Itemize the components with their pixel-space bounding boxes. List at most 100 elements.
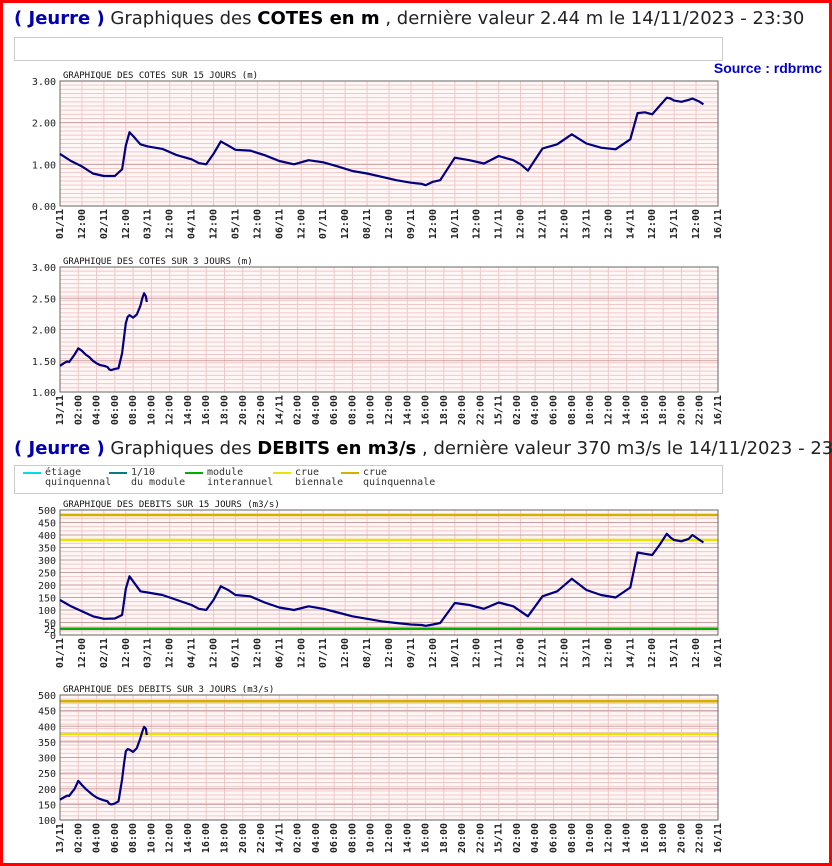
x-tick-label: 08:00 xyxy=(347,395,358,425)
legend-swatch xyxy=(273,472,291,474)
source-label[interactable]: Source : rdbrmc xyxy=(713,60,822,76)
x-tick-label: 12:00 xyxy=(165,638,176,668)
station-name: ( Jeurre ) xyxy=(14,8,105,29)
y-tick-label: 300 xyxy=(38,754,56,765)
x-tick-label: 04/11 xyxy=(187,209,198,239)
x-tick-label: 12:00 xyxy=(516,209,527,239)
plot-border xyxy=(59,509,719,636)
legend-swatch xyxy=(23,472,41,474)
debits-heading: ( Jeurre ) Graphiques des DEBITS en m3/s… xyxy=(14,438,832,459)
y-tick-label: 1.50 xyxy=(32,357,56,368)
x-tick-label: 12/11 xyxy=(538,638,549,668)
x-tick-label: 20:00 xyxy=(238,823,249,853)
x-tick-label: 12:00 xyxy=(121,209,132,239)
cotes-3-days-chart: 13/11 02:00 04:00 06:00 08:00 10:00 12:00 14:00… xyxy=(32,257,724,425)
y-tick-label: 250 xyxy=(38,769,56,780)
x-tick-label: 12:00 xyxy=(559,638,570,668)
x-tick-label: 10:00 xyxy=(146,823,157,853)
x-tick-label: 12/11 xyxy=(538,209,549,239)
debits-3-days-chart: 13/11 02:00 04:00 06:00 08:00 10:00 12:00 14:00… xyxy=(38,685,724,853)
x-tick-label: 02:00 xyxy=(293,823,304,853)
legend-label: module interannuel xyxy=(207,467,274,488)
y-tick-label: 3.00 xyxy=(32,77,56,88)
legend-item-crue-quinquennale: crue quinquennale xyxy=(341,468,435,488)
x-tick-label: 12:00 xyxy=(603,823,614,853)
x-tick-label: 13/11 xyxy=(581,638,592,668)
heading-measure: DEBITS en m3/s xyxy=(257,438,417,459)
plot-border xyxy=(59,80,719,207)
x-tick-label: 04:00 xyxy=(530,823,541,853)
y-tick-label: 0 xyxy=(50,631,56,642)
x-tick-label: 03/11 xyxy=(143,638,154,668)
x-tick-label: 22:00 xyxy=(256,823,267,853)
heading-prefix: Graphiques des xyxy=(110,438,252,459)
x-tick-label: 10:00 xyxy=(585,395,596,425)
x-tick-label: 20:00 xyxy=(238,395,249,425)
x-tick-label: 12:00 xyxy=(472,638,483,668)
x-tick-label: 05/11 xyxy=(230,209,241,239)
x-tick-label: 02:00 xyxy=(73,395,84,425)
y-tick-label: 500 xyxy=(38,506,56,517)
y-tick-label: 450 xyxy=(38,519,56,530)
x-tick-label: 04:00 xyxy=(92,395,103,425)
debits-15-days-chart: 01/11 12:00 02/11 12:00 03/11 12:00 04/11 12:00… xyxy=(38,500,724,668)
y-tick-label: 3.00 xyxy=(32,263,56,274)
y-tick-label: 2.00 xyxy=(32,326,56,337)
x-tick-label: 15/11 xyxy=(494,823,505,853)
x-tick-label: 16/11 xyxy=(713,823,724,853)
x-tick-label: 08:00 xyxy=(567,823,578,853)
x-tick-label: 09/11 xyxy=(406,209,417,239)
legend-item-crue-biennale: crue biennale xyxy=(273,468,343,488)
x-tick-label: 01/11 xyxy=(55,638,66,668)
x-tick-label: 12:00 xyxy=(647,638,658,668)
x-tick-label: 12:00 xyxy=(647,209,658,239)
x-tick-label: 18:00 xyxy=(658,395,669,425)
y-tick-label: 200 xyxy=(38,581,56,592)
x-tick-label: 20:00 xyxy=(457,395,468,425)
x-tick-label: 22:00 xyxy=(475,823,486,853)
x-tick-label: 10:00 xyxy=(585,823,596,853)
plot-border xyxy=(59,266,719,393)
x-tick-label: 08:00 xyxy=(128,395,139,425)
x-tick-label: 12:00 xyxy=(384,209,395,239)
y-tick-label: 450 xyxy=(38,707,56,718)
x-tick-label: 16:00 xyxy=(201,823,212,853)
x-tick-label: 12:00 xyxy=(77,638,88,668)
heading-suffix: , dernière valeur 2.44 m le 14/11/2023 -… xyxy=(385,8,805,29)
legend-swatch xyxy=(109,472,127,474)
x-tick-label: 16/11 xyxy=(713,209,724,239)
y-tick-label: 150 xyxy=(38,800,56,811)
x-tick-label: 20:00 xyxy=(676,395,687,425)
x-tick-label: 12:00 xyxy=(603,638,614,668)
y-tick-label: 2.50 xyxy=(32,294,56,305)
series-line xyxy=(59,725,148,806)
x-tick-label: 16:00 xyxy=(421,823,432,853)
x-tick-label: 12:00 xyxy=(384,823,395,853)
legend-swatch xyxy=(341,472,359,474)
x-tick-label: 04:00 xyxy=(530,395,541,425)
x-tick-label: 07/11 xyxy=(318,638,329,668)
x-tick-label: 12:00 xyxy=(428,209,439,239)
legend-swatch xyxy=(185,472,203,474)
x-tick-label: 10:00 xyxy=(146,395,157,425)
x-tick-label: 02:00 xyxy=(293,395,304,425)
y-tick-label: 1.00 xyxy=(32,388,56,399)
heading-suffix: , dernière valeur 370 m3/s le 14/11/2023… xyxy=(422,438,832,459)
x-tick-label: 20:00 xyxy=(457,823,468,853)
x-tick-label: 15/11 xyxy=(669,638,680,668)
x-tick-label: 22:00 xyxy=(256,395,267,425)
x-tick-label: 08/11 xyxy=(362,638,373,668)
x-tick-label: 12:00 xyxy=(252,638,263,668)
x-tick-label: 04:00 xyxy=(311,395,322,425)
x-tick-label: 16:00 xyxy=(201,395,212,425)
cotes-15-days-chart: 01/11 12:00 02/11 12:00 03/11 12:00 04/11 12:00… xyxy=(32,71,724,239)
y-tick-label: 400 xyxy=(38,722,56,733)
x-tick-label: 02:00 xyxy=(73,823,84,853)
x-tick-label: 08/11 xyxy=(362,209,373,239)
x-tick-label: 15/11 xyxy=(494,395,505,425)
x-tick-label: 16:00 xyxy=(640,395,651,425)
thresholds-legend: étiage quinquennal 1/10 du module module… xyxy=(14,465,723,494)
y-tick-label: 0.00 xyxy=(32,202,56,213)
x-tick-label: 14/11 xyxy=(274,823,285,853)
y-tick-label: 2.00 xyxy=(32,119,56,130)
